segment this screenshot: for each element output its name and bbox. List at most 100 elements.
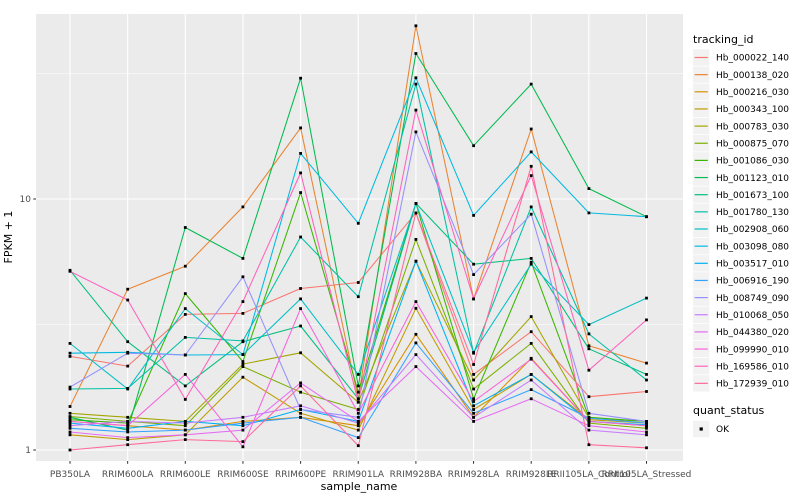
legend-title-quant-status: quant_status [693,404,765,417]
data-point [587,411,591,415]
data-point [68,387,72,391]
data-point [414,353,418,356]
data-point [126,387,130,391]
data-point [299,408,302,411]
data-point [414,76,418,80]
legend-label: Hb_169586_010 [716,362,789,372]
data-point [414,332,418,336]
x-axis-ticks [69,461,647,464]
data-point [183,428,187,432]
data-point [68,418,72,422]
data-point [126,421,130,425]
data-point [356,424,360,428]
data-point [183,307,187,310]
data-point [356,384,360,388]
x-tick-label: RRII105LA_Stressed [602,470,692,480]
data-point [529,257,533,260]
data-point [472,297,475,301]
data-point [241,353,245,356]
data-point [183,226,187,229]
data-point [299,324,302,328]
y-axis-tick-labels: 1 10 [20,195,32,456]
data-point [68,405,72,408]
data-point [472,420,475,423]
legend-item: Hb_000343_100 [693,100,789,118]
data-point [241,445,245,449]
data-point [645,373,648,376]
legend-label: Hb_099990_010 [716,345,789,355]
legend-item: Hb_001123_010 [693,169,789,186]
data-point [241,415,245,419]
data-point [299,297,302,301]
data-point [414,238,418,241]
data-point [529,357,533,361]
data-point [529,378,533,382]
data-point [529,342,533,345]
data-point [183,264,187,268]
data-point [241,205,245,209]
data-point [529,205,533,209]
data-point [68,342,72,345]
data-point [241,420,245,423]
data-point [183,420,187,423]
data-point [414,365,418,368]
data-point [529,164,533,168]
legend-item: Hb_001086_030 [693,152,789,169]
legend-label: Hb_001780_130 [716,208,789,218]
x-tick-label: RRIM600SE [217,470,269,480]
legend-label: OK [716,425,730,435]
data-point [126,287,130,291]
data-point [183,313,187,316]
data-point [356,428,360,432]
data-point [356,373,360,376]
data-point [68,351,72,355]
data-point [356,390,360,394]
legend-label: Hb_000216_030 [716,88,789,98]
data-points [68,24,648,452]
legend-label: Hb_003098_080 [716,242,789,252]
data-point [356,221,360,225]
data-point [587,395,591,399]
data-point [68,430,72,434]
data-point [299,381,302,385]
data-point [183,433,187,437]
data-point [241,360,245,363]
data-point [587,368,591,372]
data-point [241,424,245,428]
data-point [241,275,245,279]
data-point [126,420,130,423]
data-point [68,415,72,419]
data-point [299,76,302,80]
data-point [183,353,187,357]
x-tick-label: PB350LA [50,470,91,480]
data-point [414,24,418,28]
data-point [299,171,302,175]
data-point [356,415,360,419]
data-point [414,341,418,345]
data-point [414,211,418,215]
data-point [183,384,187,388]
data-point [68,448,72,452]
data-point [356,295,360,299]
data-point [414,259,418,263]
data-point [126,351,130,355]
data-point [68,426,72,430]
legend-label: Hb_000022_140 [716,54,789,64]
data-point [356,444,360,448]
data-point [68,433,72,437]
data-point [414,202,418,205]
data-point [183,373,187,376]
data-point [299,126,302,130]
data-point [472,350,475,354]
legend-quant-status-items: OK [693,420,730,438]
legend-item: Hb_000022_140 [693,49,789,66]
legend-label: Hb_003517_010 [716,260,789,270]
data-point [587,420,591,423]
data-point [183,398,187,401]
legend-item: Hb_010068_050 [693,306,789,323]
data-point [645,390,648,393]
data-point [241,300,245,303]
y-tick-label: 1 [25,446,31,456]
data-point [299,351,302,355]
legend-point-sample [699,427,703,431]
